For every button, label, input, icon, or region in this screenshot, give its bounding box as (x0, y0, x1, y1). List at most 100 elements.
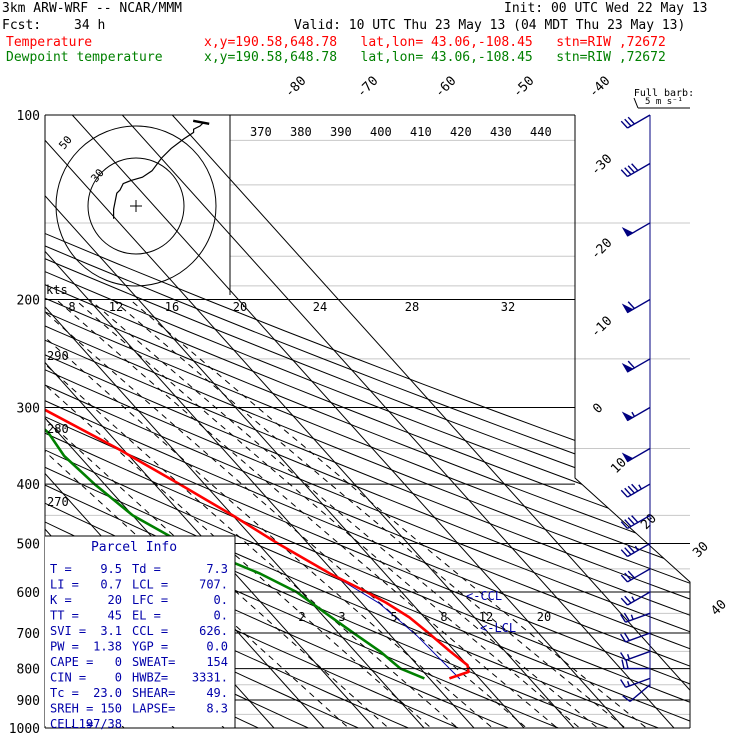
wind-barb (620, 114, 651, 129)
isotherm-label: -40 (586, 74, 613, 101)
parcel-label: LI = (50, 578, 79, 592)
wind-barb-full (620, 679, 627, 688)
parcel-value: 0. (214, 609, 228, 623)
parcel-value: 0. (214, 593, 228, 607)
mixing-ratio-top-label: 8 (68, 300, 75, 314)
isotherm-label: -10 (588, 314, 615, 341)
wind-barb-flag (621, 362, 634, 373)
isotherm-line (45, 115, 425, 728)
dry-adiabat (45, 115, 690, 728)
pressure-label-100: 100 (17, 109, 40, 124)
parcel-value: 3.1 (100, 624, 122, 638)
wind-barb-full (620, 614, 627, 623)
wind-barb-full (620, 574, 628, 583)
wind-barb (620, 632, 651, 643)
hodograph: 30 50 kts (46, 119, 217, 297)
dry-adiabat-label: 290 (47, 349, 69, 363)
mixing-ratio-line (89, 299, 614, 728)
wind-barb-half (626, 653, 630, 660)
wind-barb-half (631, 411, 636, 417)
dewpoint-trace (45, 115, 425, 680)
wind-barb-staff (625, 632, 651, 643)
pressure-label-800: 800 (17, 663, 40, 678)
isotherm-line (45, 115, 575, 728)
barb-key-label: Full barb: (634, 88, 694, 99)
wind-barb-half (626, 680, 630, 687)
wind-barb-full (620, 489, 628, 498)
dry-adiabat (45, 115, 388, 728)
parcel-value: 154 (206, 655, 228, 669)
pressure-label-700: 700 (17, 627, 40, 642)
parcel-value: 8.3 (206, 702, 228, 716)
wind-barb (620, 483, 651, 498)
wind-barb (620, 162, 651, 178)
isotherm-label: -60 (432, 74, 459, 101)
wind-barb-staff (627, 114, 651, 129)
mixing-ratio-label: 3 (338, 610, 345, 624)
parcel-label: K = (50, 593, 72, 607)
mixing-ratio-label: 2 (298, 610, 305, 624)
wind-barb-full (623, 612, 630, 622)
hodograph-ring-inner (87, 157, 185, 255)
wind-barb-staff (627, 542, 651, 558)
pressure-label-300: 300 (17, 401, 40, 416)
parcel-label: Td = (132, 562, 161, 576)
wind-barb-flag (621, 452, 634, 463)
parcel-value: 0.0 (206, 640, 228, 654)
wind-barb-half (631, 596, 636, 602)
theta-e-label: 410 (410, 125, 432, 139)
isotherm-line (121, 115, 675, 728)
theta-e-label: 380 (290, 125, 312, 139)
wind-barb-full (624, 547, 632, 555)
wind-barb-full (627, 545, 635, 553)
isotherm-line (171, 115, 690, 728)
wind-barb (621, 659, 650, 670)
dewpoint-location: x,y=190.58,648.78 lat,lon= 43.06,-108.45… (204, 50, 666, 65)
wind-barb-flag (621, 411, 634, 422)
forecast-label: Fcst: (2, 18, 42, 33)
parcel-label: CIN = (50, 671, 86, 685)
model-title: 3km ARW-WRF -- NCAR/MMM (2, 1, 183, 16)
wind-barb-full (627, 517, 635, 525)
mixing-ratio-label: 8 (440, 610, 447, 624)
pressure-label-200: 200 (17, 294, 40, 309)
hodograph-trace (112, 122, 204, 219)
parcel-box-bg (45, 536, 235, 726)
dry-adiabat (45, 115, 690, 728)
wind-barb-staff (625, 677, 651, 688)
dry-adiabat (45, 115, 690, 728)
pressure-label-900: 900 (17, 694, 40, 709)
dry-adiabat-label: 270 (47, 495, 69, 509)
theta-e-label: 400 (370, 125, 392, 139)
wind-barb-full (624, 167, 632, 176)
wind-barb-full (624, 595, 632, 604)
wind-barb-full (620, 169, 628, 178)
parcel-label: EL = (132, 609, 161, 623)
theta-e-label: 390 (330, 125, 352, 139)
isotherm-label: -30 (588, 152, 615, 179)
theta-e-label: 420 (450, 125, 472, 139)
forecast-hour: 34 h (74, 18, 106, 33)
dry-adiabat-label: 280 (47, 422, 69, 436)
parcel-label: T = (50, 562, 72, 576)
wind-barb-staff (627, 514, 651, 530)
barb-key: Full barb:5 m s⁻¹ (633, 88, 694, 109)
wind-barb-staff (627, 591, 651, 606)
isotherm-line (45, 115, 375, 728)
dry-adiabat (45, 115, 690, 728)
wind-barb-full (620, 549, 628, 557)
wind-barb (621, 406, 651, 422)
mixing-ratio-line (45, 299, 509, 728)
wind-barb-full (631, 483, 639, 492)
isotherm-label: 40 (708, 597, 730, 619)
mixing-ratio-line (74, 299, 596, 728)
parcel-label: LFC = (132, 593, 168, 607)
parcel-label: Tc = (50, 686, 79, 700)
parcel-info-title: Parcel Info (91, 540, 177, 555)
wind-barb-full (627, 485, 635, 494)
wind-barb (620, 568, 651, 583)
parcel-info-box: Parcel Info T = 9.5 Td = 7.3 LI = 0.7 LCL = 707.… (45, 535, 236, 731)
wind-barb-full (624, 118, 632, 127)
isotherm-line (45, 115, 475, 728)
